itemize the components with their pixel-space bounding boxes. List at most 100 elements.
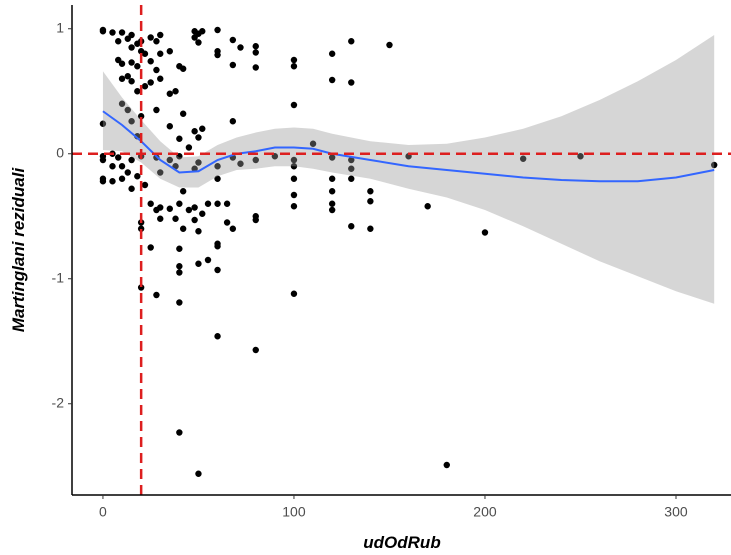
point xyxy=(229,118,237,125)
point xyxy=(252,49,259,56)
point xyxy=(204,200,212,207)
x-tick-label: 200 xyxy=(473,504,497,520)
point xyxy=(147,79,154,86)
point xyxy=(176,299,183,306)
point xyxy=(195,159,202,166)
point xyxy=(124,106,131,114)
point xyxy=(153,291,160,299)
point xyxy=(141,181,149,189)
point xyxy=(134,63,141,70)
point xyxy=(118,75,126,82)
point xyxy=(577,153,584,160)
point xyxy=(328,154,336,161)
point xyxy=(214,200,221,207)
point xyxy=(214,266,221,274)
point xyxy=(328,76,336,84)
point xyxy=(229,61,237,69)
point xyxy=(290,63,298,70)
point xyxy=(195,39,202,46)
point xyxy=(128,156,135,164)
point xyxy=(124,169,131,176)
point xyxy=(118,60,126,67)
point xyxy=(519,155,527,162)
point xyxy=(443,461,450,469)
point xyxy=(290,175,298,182)
point xyxy=(134,173,141,180)
point xyxy=(214,163,221,170)
point xyxy=(166,48,173,55)
point xyxy=(199,28,206,35)
point xyxy=(176,263,183,270)
point xyxy=(99,178,107,185)
y-tick-label: -1 xyxy=(52,269,65,285)
point xyxy=(290,101,298,109)
y-tick-label: -2 xyxy=(52,394,65,410)
point xyxy=(195,228,202,235)
point xyxy=(166,123,173,130)
point xyxy=(328,200,336,207)
point xyxy=(199,210,206,217)
point xyxy=(166,205,173,212)
y-tick-label: 1 xyxy=(56,19,64,35)
point xyxy=(147,58,154,65)
point xyxy=(199,125,206,132)
y-tick-label: 0 xyxy=(56,144,64,160)
point xyxy=(176,429,183,436)
point xyxy=(214,26,221,34)
point xyxy=(176,269,183,276)
point xyxy=(137,225,145,232)
point xyxy=(157,50,164,57)
point xyxy=(367,225,374,232)
point xyxy=(118,163,126,170)
point xyxy=(185,144,193,151)
point xyxy=(191,216,198,224)
point xyxy=(147,244,154,251)
point xyxy=(386,41,393,49)
point xyxy=(157,204,164,211)
point xyxy=(309,140,317,147)
x-tick-label: 0 xyxy=(99,504,107,520)
point xyxy=(141,50,149,57)
point xyxy=(166,156,173,164)
point xyxy=(290,191,298,199)
point xyxy=(115,38,122,45)
point xyxy=(147,200,154,207)
point xyxy=(137,113,145,120)
point xyxy=(157,75,164,82)
point xyxy=(214,175,221,182)
point xyxy=(179,65,187,72)
point xyxy=(252,64,259,71)
y-axis-label: Martinglani reziduali xyxy=(9,167,28,333)
point xyxy=(710,161,718,169)
x-tick-label: 300 xyxy=(664,504,688,520)
point xyxy=(348,38,355,45)
point xyxy=(367,198,374,205)
point xyxy=(134,88,141,95)
point xyxy=(252,156,259,164)
point xyxy=(237,44,244,51)
point xyxy=(172,215,179,222)
point xyxy=(118,175,126,182)
point xyxy=(176,135,183,142)
point xyxy=(153,66,160,74)
point xyxy=(328,188,336,195)
point xyxy=(348,156,355,164)
point xyxy=(179,188,187,195)
point xyxy=(290,290,298,297)
x-axis-label: udOdRub xyxy=(363,533,440,552)
point xyxy=(141,83,149,90)
point xyxy=(328,175,336,182)
point xyxy=(99,120,107,127)
point xyxy=(128,44,135,51)
point xyxy=(229,36,237,44)
point xyxy=(223,200,231,207)
point xyxy=(128,78,135,85)
point xyxy=(128,118,135,125)
point xyxy=(348,79,355,86)
point xyxy=(229,225,237,232)
point xyxy=(252,346,259,354)
point xyxy=(176,200,183,207)
point xyxy=(128,59,135,66)
